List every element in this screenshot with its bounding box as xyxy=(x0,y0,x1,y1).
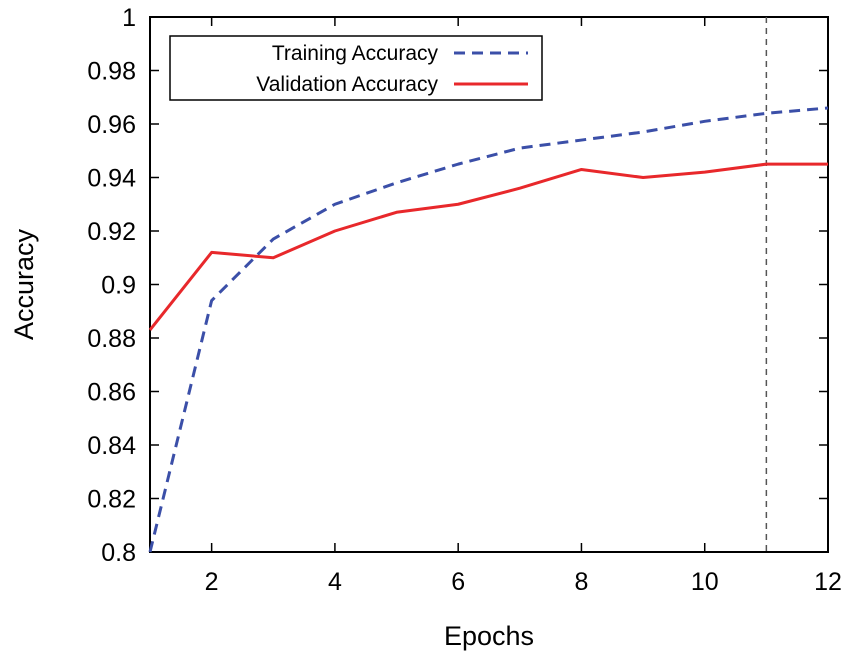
legend-label-training-accuracy: Training Accuracy xyxy=(272,42,439,65)
y-tick-label: 0.8 xyxy=(101,539,136,567)
y-axis-title: Accuracy xyxy=(9,228,39,340)
y-tick-label: 0.82 xyxy=(87,486,136,514)
y-tick-label: 0.88 xyxy=(87,325,136,353)
x-tick-label: 2 xyxy=(205,568,219,596)
x-tick-label: 12 xyxy=(814,568,842,596)
y-tick-label: 0.94 xyxy=(87,165,136,193)
x-tick-label: 10 xyxy=(691,568,719,596)
y-tick-label: 0.84 xyxy=(87,432,136,460)
legend-label-validation-accuracy: Validation Accuracy xyxy=(256,73,438,96)
legend-box xyxy=(169,35,543,101)
x-tick-label: 6 xyxy=(451,568,465,596)
x-tick-label: 8 xyxy=(575,568,589,596)
series-line-validation-accuracy xyxy=(148,162,828,331)
y-tick-label: 0.96 xyxy=(87,111,136,139)
series-layer xyxy=(148,106,829,553)
y-tick-label: 0.9 xyxy=(101,272,136,300)
x-axis: 2 4 6 8 10 12 xyxy=(205,17,842,596)
series-line-training-accuracy xyxy=(148,106,829,553)
x-tick-label: 4 xyxy=(328,568,342,596)
y-tick-label: 0.98 xyxy=(87,58,136,86)
legend: Training Accuracy Validation Accuracy xyxy=(169,35,543,101)
y-tick-label: 0.86 xyxy=(87,379,136,407)
y-axis: 0.8 0.82 0.84 0.86 0.88 0.9 0.92 0.94 0.96 0.98 1 xyxy=(87,4,828,567)
y-tick-label: 0.92 xyxy=(87,218,136,246)
y-tick-label: 1 xyxy=(122,4,136,32)
x-axis-title: Epochs xyxy=(444,621,534,651)
